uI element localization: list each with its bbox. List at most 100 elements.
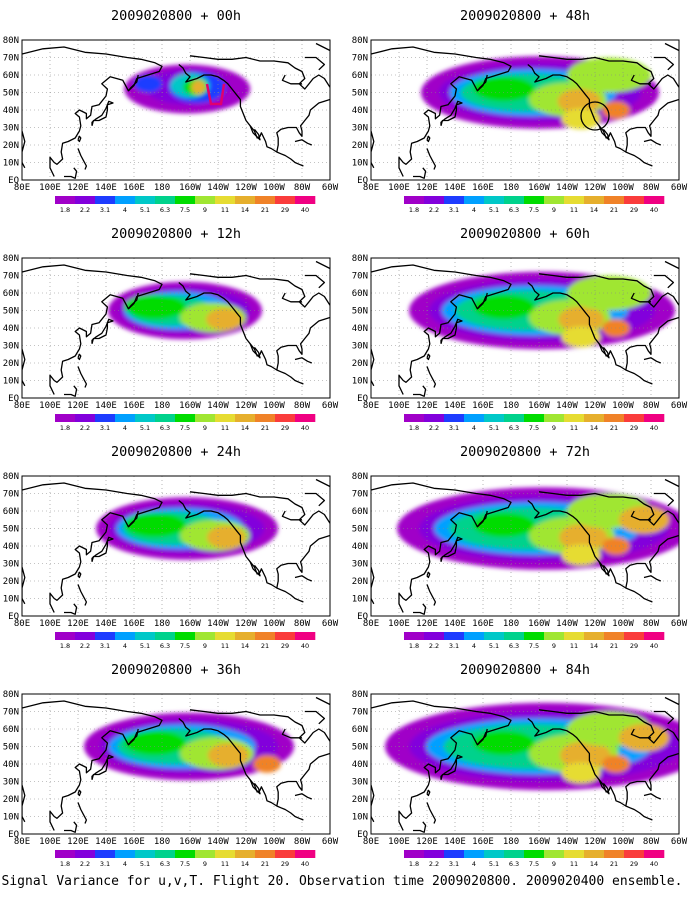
lat-tick-label: 50N	[3, 743, 19, 753]
colorbar-swatch	[215, 632, 236, 640]
coastline	[304, 274, 326, 289]
variance-contour	[124, 512, 186, 538]
variance-contour	[561, 326, 601, 348]
colorbar-swatch	[464, 196, 485, 204]
lat-tick-label: 70N	[3, 708, 19, 718]
lat-tick-label: 70N	[3, 490, 19, 500]
colorbar-swatch	[504, 632, 525, 640]
colorbar-label: 7.5	[180, 206, 190, 214]
variance-contour	[473, 294, 535, 320]
coastline	[178, 282, 304, 385]
lon-tick-label: 60W	[322, 837, 339, 847]
coastline	[22, 46, 163, 177]
variance-contour	[473, 76, 535, 102]
coastline	[625, 534, 679, 589]
colorbar-swatch	[95, 850, 116, 858]
colorbar-swatch	[444, 632, 465, 640]
lat-tick-label: 80N	[352, 690, 368, 700]
coastline	[426, 802, 437, 824]
lon-tick-label: 60W	[671, 183, 688, 193]
coastline	[653, 492, 675, 507]
coastline	[281, 292, 302, 303]
colorbar-swatch	[424, 850, 445, 858]
colorbar-label: 7.5	[180, 860, 190, 868]
colorbar-label: 3.1	[449, 860, 459, 868]
map-frame	[370, 257, 680, 399]
lon-tick-label: 180	[503, 837, 519, 847]
coastline	[630, 510, 651, 521]
colorbar-swatch	[464, 414, 485, 422]
colorbar-label: 1.8	[409, 860, 419, 868]
colorbar-label: 29	[630, 642, 638, 650]
lon-tick-label: 160W	[528, 183, 550, 193]
colorbar-label: 14	[590, 424, 598, 432]
lat-tick-label: 40N	[352, 542, 368, 552]
lat-tick-label: 20N	[352, 795, 368, 805]
colorbar-swatch	[544, 196, 565, 204]
map-frame	[21, 475, 331, 617]
lat-tick-label: 20N	[3, 141, 19, 151]
lon-tick-label: 60W	[671, 619, 688, 629]
colorbar-label: 6.3	[160, 206, 170, 214]
colorbar-swatch	[584, 632, 605, 640]
map-panel-60h: 2009020800 + 60h 80E 100E 120E 140E 160E 180 16…	[352, 226, 688, 432]
colorbar-label: 6.3	[509, 206, 519, 214]
colorbar-label: 2.2	[429, 860, 439, 868]
coastline	[440, 754, 463, 780]
lon-tick-label: 80E	[14, 619, 30, 629]
panel-title: 2009020800 + 12h	[111, 226, 241, 242]
colorbar-label: 14	[241, 206, 249, 214]
colorbar-label: 2.2	[429, 424, 439, 432]
lat-tick-label: EQ	[357, 612, 368, 622]
colorbar-label: 1.8	[60, 206, 70, 214]
lon-tick-label: 100E	[388, 183, 410, 193]
coastline	[538, 273, 679, 308]
lon-tick-label: 140W	[207, 183, 229, 193]
lat-tick-label: 10N	[352, 159, 368, 169]
coastline	[371, 264, 512, 395]
colorbar-swatch	[235, 850, 256, 858]
coastline	[91, 754, 114, 780]
colorbar-swatch	[484, 632, 505, 640]
colorbar-label: 21	[610, 424, 618, 432]
variance-contour	[560, 741, 611, 770]
coastlines	[22, 478, 330, 615]
colorbar-label: 40	[301, 206, 309, 214]
colorbar-swatch	[275, 414, 296, 422]
coastline	[22, 482, 163, 613]
lat-tick-label: 60N	[352, 289, 368, 299]
lon-tick-label: 140W	[556, 183, 578, 193]
variance-contour	[561, 544, 601, 566]
colorbar-label: 6.3	[509, 424, 519, 432]
lon-tick-label: 160W	[179, 837, 201, 847]
lon-tick-label: 140W	[207, 401, 229, 411]
colorbar-label: 5.1	[489, 860, 499, 868]
coastline	[77, 148, 88, 170]
lon-tick-label: 160E	[123, 183, 145, 193]
lat-tick-label: 10N	[352, 813, 368, 823]
lat-tick-label: 70N	[352, 54, 368, 64]
colorbar-swatch	[115, 414, 136, 422]
coastline	[64, 385, 78, 397]
colorbar-label: 11	[221, 860, 229, 868]
colorbar-swatch	[504, 850, 525, 858]
coastline	[91, 318, 114, 344]
lon-tick-label: 100E	[388, 619, 410, 629]
lat-tick-label: 40N	[352, 760, 368, 770]
coastline	[304, 710, 326, 725]
colorbar-swatch	[544, 414, 565, 422]
variance-contour	[473, 512, 535, 538]
lat-tick-label: 10N	[3, 159, 19, 169]
coastline	[476, 74, 488, 92]
lat-tick-label: 10N	[3, 813, 19, 823]
lon-tick-label: 80E	[363, 401, 379, 411]
lat-tick-label: 80N	[3, 690, 19, 700]
colorbar-swatch	[295, 414, 316, 422]
colorbar-swatch	[175, 850, 196, 858]
colorbar-label: 1.8	[409, 206, 419, 214]
colorbar-swatch	[235, 632, 256, 640]
colorbar-swatch	[604, 850, 625, 858]
lon-tick-label: 160W	[528, 401, 550, 411]
colorbar-swatch	[95, 632, 116, 640]
